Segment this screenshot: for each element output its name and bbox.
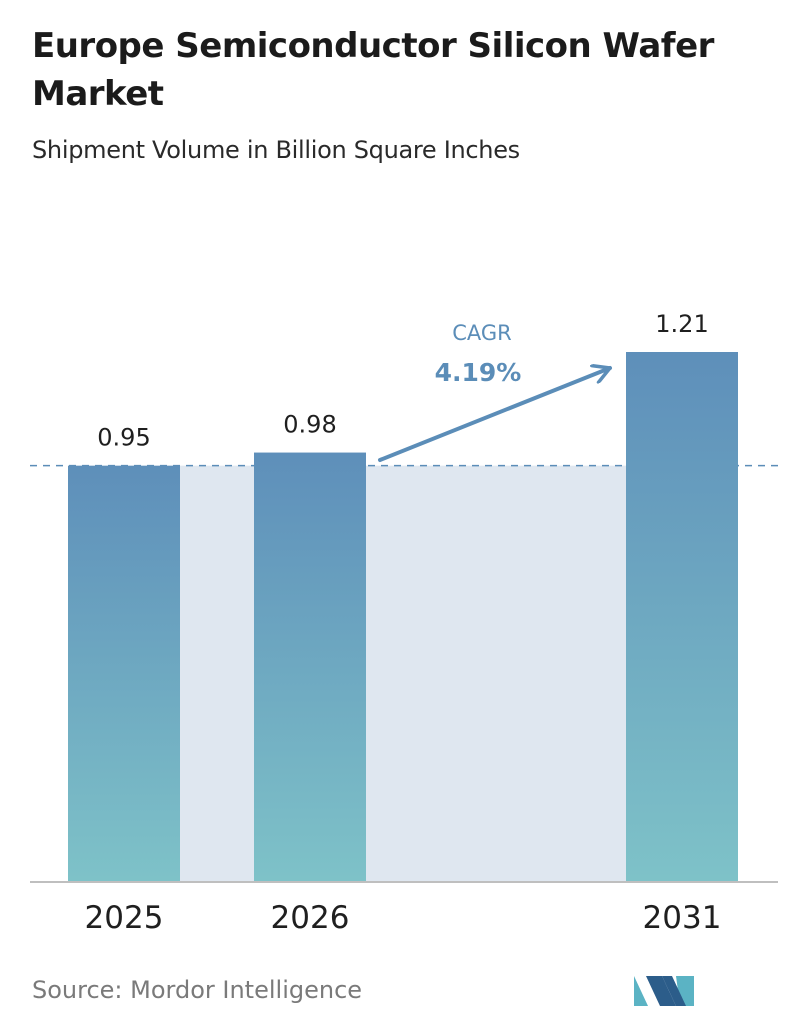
value-label-2026: 0.98 [283, 411, 336, 439]
logo-shape-left [634, 976, 648, 1006]
connector-bands [180, 465, 626, 881]
x-tick-label-2025: 2025 [85, 900, 164, 936]
value-labels-group: 0.95 0.98 1.21 [97, 310, 708, 452]
value-label-2025: 0.95 [97, 424, 150, 452]
logo-shape-right-dark [662, 976, 686, 1006]
cagr-value: 4.19% [435, 358, 522, 387]
bars-group [68, 352, 738, 881]
cagr-label: CAGR [452, 321, 512, 345]
x-tick-labels-group: 2025 2026 2031 [85, 900, 722, 936]
logo-shape-mid [646, 976, 676, 1006]
chart-subtitle: Shipment Volume in Billion Square Inches [32, 136, 520, 164]
mordor-intelligence-logo [634, 976, 694, 1006]
connector-band [180, 465, 254, 881]
connector-band [366, 465, 626, 881]
bar-2031 [626, 352, 738, 881]
x-tick-label-2026: 2026 [271, 900, 350, 936]
bar-2025 [68, 465, 180, 881]
x-tick-label-2031: 2031 [643, 900, 722, 936]
bar-2026 [254, 452, 366, 881]
chart-title: Europe Semiconductor Silicon Wafer Marke… [32, 26, 714, 114]
bar-chart: 0.95 0.98 1.21 2025 2026 2031 CAGR 4.19% [30, 310, 780, 936]
value-label-2031: 1.21 [655, 310, 708, 338]
cagr-arrow [378, 368, 612, 462]
source-text: Source: Mordor Intelligence [32, 976, 363, 1004]
